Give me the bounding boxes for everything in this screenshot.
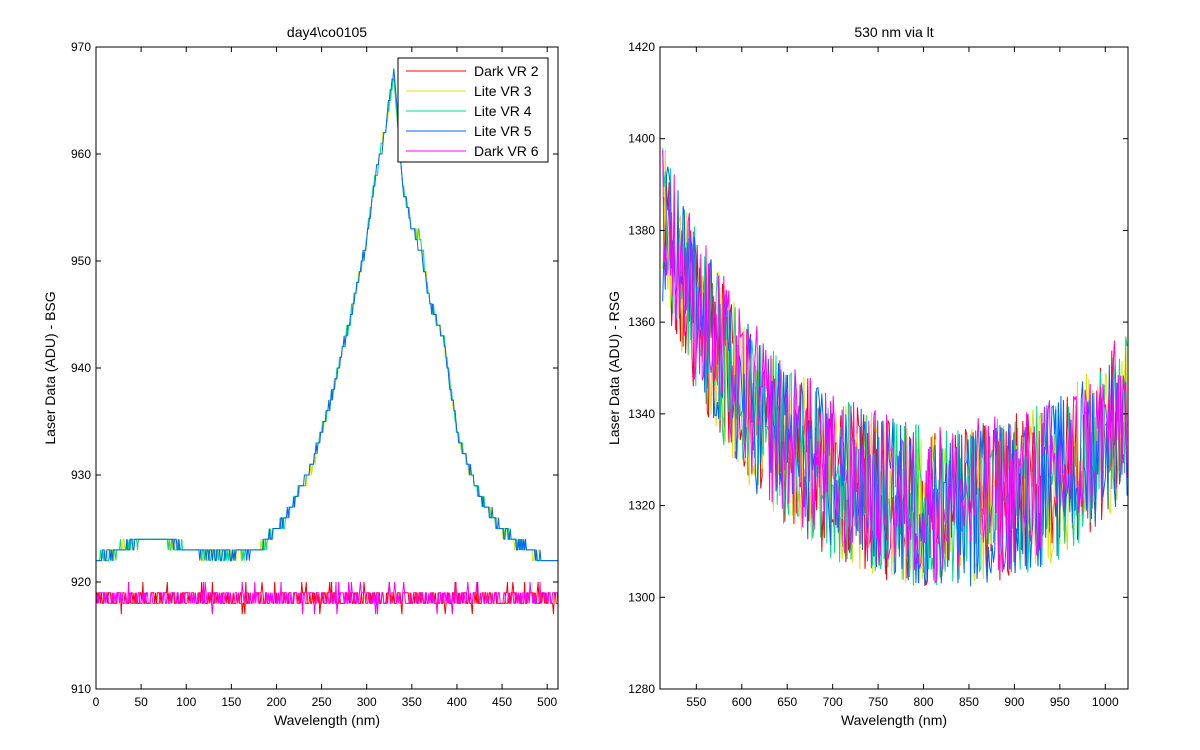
y-tick-label: 1300 — [628, 590, 655, 604]
legend-entry-label: Dark VR 2 — [474, 63, 539, 79]
x-tick-label: 300 — [357, 695, 377, 709]
y-axis-title: Laser Data (ADU) - BSG — [42, 291, 58, 444]
x-tick-label: 750 — [868, 695, 888, 709]
x-tick-label: 500 — [537, 695, 557, 709]
series-line-4 — [96, 68, 558, 562]
y-tick-label: 1420 — [628, 40, 655, 54]
legend-entry-label: Lite VR 4 — [474, 103, 532, 119]
y-tick-label: 970 — [71, 40, 91, 54]
x-axis-title: Wavelength (nm) — [274, 712, 380, 728]
x-tick-label: 850 — [959, 695, 979, 709]
legend-entry-label: Lite VR 3 — [474, 83, 532, 99]
y-tick-label: 1400 — [628, 132, 655, 146]
y-tick-label: 910 — [71, 682, 91, 696]
legend-entry-label: Dark VR 6 — [474, 143, 539, 159]
x-tick-label: 550 — [686, 695, 706, 709]
chart-2: 550 600 650 700 750 800 850 900 950 1000 1280 1300 1… — [606, 24, 1129, 728]
x-tick-label: 600 — [732, 695, 752, 709]
legend: Dark VR 2 Lite VR 3 Lite VR 4 Lite VR 5 Dark… — [397, 57, 549, 163]
y-tick-label: 1320 — [628, 499, 655, 513]
chart-title: day4\co0105 — [287, 24, 367, 40]
chart-title: 530 nm via lt — [854, 24, 933, 40]
y-tick-label: 920 — [71, 575, 91, 589]
x-tick-label: 900 — [1004, 695, 1024, 709]
x-tick-label: 150 — [221, 695, 241, 709]
x-tick-label: 800 — [914, 695, 934, 709]
x-tick-label: 400 — [447, 695, 467, 709]
chart-1: 0 50 100 150 200 250 300 350 400 450 500 910 920 930 9… — [42, 24, 559, 728]
legend-entry-label: Lite VR 5 — [474, 123, 532, 139]
x-tick-label: 700 — [823, 695, 843, 709]
plot-area — [660, 47, 1128, 689]
y-tick-label: 930 — [71, 468, 91, 482]
series-line-5 — [96, 581, 558, 615]
x-tick-label: 450 — [492, 695, 512, 709]
series-line-4 — [662, 166, 1128, 587]
series-line-5 — [662, 149, 1128, 584]
x-tick-label: 50 — [134, 695, 148, 709]
y-axis-title: Laser Data (ADU) - RSG — [606, 291, 622, 445]
legend-box — [397, 57, 549, 163]
x-tick-label: 100 — [176, 695, 196, 709]
series-line-3 — [662, 148, 1128, 586]
series-group — [96, 68, 558, 615]
x-tick-label: 200 — [266, 695, 286, 709]
plot-frame — [659, 46, 1129, 690]
y-tick-label: 940 — [71, 361, 91, 375]
y-tick-label: 950 — [71, 254, 91, 268]
x-tick-label: 1000 — [1092, 695, 1119, 709]
series-group — [662, 148, 1128, 587]
y-tick-label: 1380 — [628, 223, 655, 237]
x-tick-label: 250 — [312, 695, 332, 709]
y-tick-label: 1280 — [628, 682, 655, 696]
x-tick-label: 350 — [402, 695, 422, 709]
x-tick-label: 650 — [777, 695, 797, 709]
y-tick-label: 960 — [71, 147, 91, 161]
y-tick-label: 1340 — [628, 407, 655, 421]
x-tick-label: 0 — [93, 695, 100, 709]
y-tick-label: 1360 — [628, 315, 655, 329]
x-axis-title: Wavelength (nm) — [841, 712, 947, 728]
x-tick-label: 950 — [1050, 695, 1070, 709]
